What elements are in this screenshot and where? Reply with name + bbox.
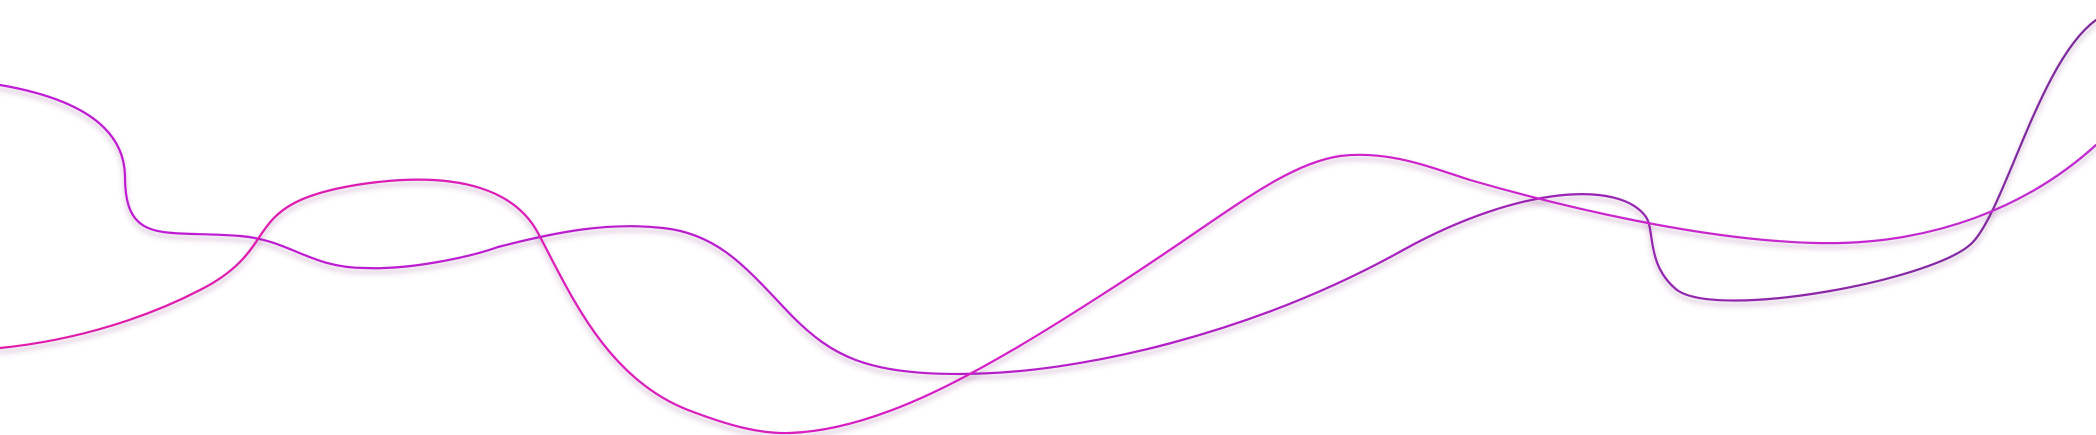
wavy-line-one [0, 18, 2096, 376]
wavy-line-two [0, 143, 2096, 435]
